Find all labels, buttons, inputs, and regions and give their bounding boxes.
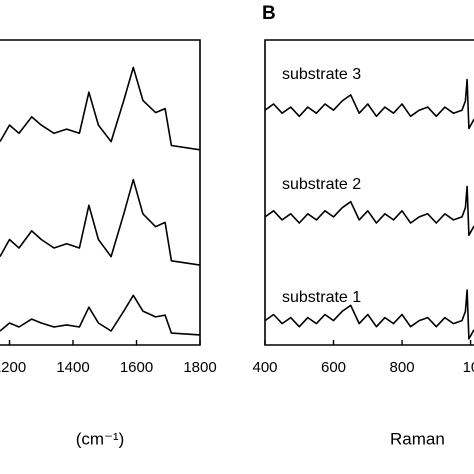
x-tick-label: 1800	[183, 359, 216, 376]
x-tick-label: 10	[463, 359, 474, 376]
spectrum	[264, 289, 474, 340]
x-tick-label: 800	[390, 359, 415, 376]
spectrum	[264, 185, 474, 236]
series-label: substrate 3	[282, 66, 361, 83]
spectrum	[0, 294, 201, 336]
plot-frame	[264, 39, 474, 346]
panel-label: B	[262, 3, 276, 24]
x-axis-label: (cm⁻¹)	[76, 429, 125, 448]
series-label: substrate 2	[282, 176, 361, 193]
x-tick-label: 1600	[120, 359, 153, 376]
plot-frame	[0, 39, 201, 346]
spectrum	[0, 178, 201, 266]
spectrum	[0, 66, 201, 151]
x-tick-label: 1400	[56, 359, 89, 376]
x-axis-label: Raman	[390, 429, 445, 448]
x-tick-label: 1200	[0, 359, 26, 376]
series-label: substrate 1	[282, 289, 361, 306]
spectrum	[264, 78, 474, 130]
x-tick-label: 400	[252, 359, 277, 376]
x-tick-label: 600	[321, 359, 346, 376]
